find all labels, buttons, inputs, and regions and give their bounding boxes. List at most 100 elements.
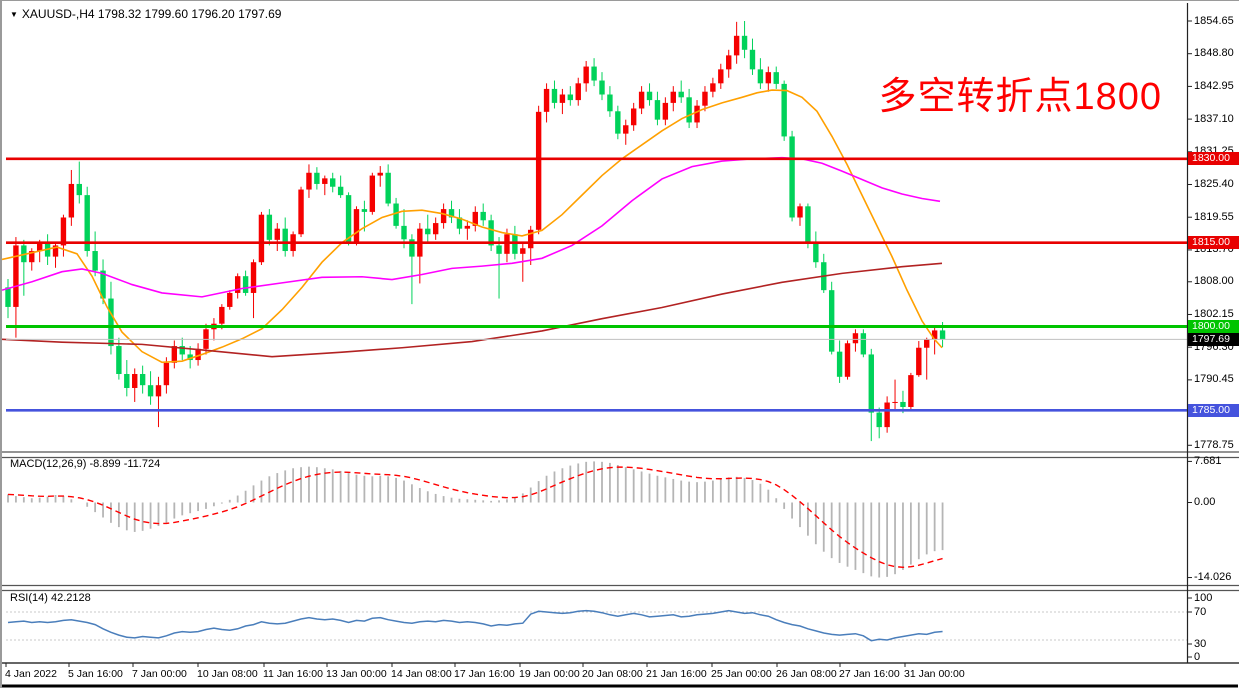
- candle-body: [139, 374, 146, 386]
- candle-body: [187, 354, 193, 361]
- candle-body: [480, 211, 486, 221]
- candle-body: [939, 330, 946, 340]
- candle-body: [250, 262, 257, 293]
- candle-body: [108, 298, 114, 347]
- candle-body: [765, 72, 772, 84]
- candle-body: [670, 91, 676, 103]
- candle-body: [543, 88, 550, 112]
- candle-body: [60, 217, 67, 246]
- candle-body: [369, 175, 376, 212]
- macd-signal-line: [7, 466, 943, 568]
- candle-body: [155, 385, 162, 397]
- candle-body: [591, 66, 597, 81]
- candle-body: [171, 346, 178, 363]
- candle-body: [488, 220, 494, 246]
- candle-body: [686, 97, 692, 123]
- candle-body: [266, 214, 273, 240]
- candle-body: [741, 35, 748, 50]
- candle-body: [298, 189, 304, 235]
- candle-body: [797, 206, 803, 218]
- candle-body: [710, 83, 716, 92]
- candle-body: [916, 347, 922, 376]
- candle-body: [456, 217, 463, 229]
- window-bottom-edge: [2, 684, 1238, 688]
- candle-body: [13, 245, 19, 307]
- candle-body: [884, 402, 890, 428]
- candle-body: [931, 330, 938, 340]
- candle-body: [528, 229, 534, 249]
- candle-body: [520, 248, 526, 254]
- candle-body: [749, 49, 756, 70]
- candle-body: [551, 88, 558, 103]
- candle-body: [116, 346, 122, 375]
- fast-ma-line: [2, 89, 943, 364]
- candle-body: [623, 125, 629, 134]
- candle-body: [29, 251, 35, 263]
- candle-body: [575, 83, 581, 101]
- candle-body: [805, 206, 811, 243]
- candle-body: [844, 343, 851, 377]
- candle-body: [163, 362, 170, 386]
- candle-body: [322, 178, 328, 184]
- candle-body: [836, 351, 843, 377]
- candle-body: [924, 339, 930, 348]
- candle-body: [504, 234, 510, 254]
- candle-body: [68, 183, 75, 218]
- moving-averages: [2, 89, 943, 364]
- candle-body: [702, 91, 708, 106]
- candle-body: [179, 346, 185, 355]
- candle-body: [860, 333, 867, 355]
- candle-body: [559, 94, 566, 103]
- frame: [2, 3, 1239, 688]
- macd-signal: [7, 466, 943, 568]
- candle-body: [92, 251, 98, 271]
- candle-body: [432, 223, 439, 235]
- candle-body: [828, 290, 835, 352]
- candle-body: [583, 66, 589, 84]
- candle-body: [147, 385, 154, 397]
- candle-body: [393, 203, 399, 226]
- candle-body: [773, 72, 779, 84]
- candle-body: [448, 209, 455, 218]
- candle-body: [694, 105, 700, 123]
- candle-body: [314, 172, 320, 184]
- candle-body: [330, 178, 336, 187]
- candle-body: [900, 401, 906, 407]
- candle-body: [76, 183, 82, 196]
- candle-body: [52, 245, 59, 257]
- candle-body: [630, 108, 637, 126]
- candle-body: [535, 111, 542, 230]
- candle-body: [464, 225, 471, 229]
- candle-body: [84, 195, 90, 252]
- candle-body: [813, 242, 819, 263]
- candle-body: [36, 242, 43, 252]
- candle-body: [353, 209, 360, 243]
- candle-body: [195, 348, 201, 361]
- candle-body: [124, 374, 130, 388]
- macd-histogram: [7, 461, 944, 578]
- candle-body: [599, 80, 605, 95]
- candle-body: [876, 412, 882, 428]
- candle-body: [789, 136, 795, 218]
- candle-body: [662, 102, 669, 120]
- candle-body: [282, 228, 288, 252]
- rsi-pane-lines: [6, 609, 1187, 642]
- candle-body: [472, 211, 478, 226]
- candle-body: [425, 228, 431, 235]
- candle-body: [234, 276, 241, 293]
- candle-body: [345, 195, 352, 243]
- candle-body: [781, 83, 787, 137]
- candle-body: [638, 91, 645, 109]
- candle-body: [219, 306, 225, 324]
- candle-body: [733, 35, 740, 56]
- candle-body: [258, 214, 265, 263]
- candle-body: [274, 228, 280, 240]
- candle-body: [227, 292, 233, 307]
- candle-body: [868, 354, 874, 413]
- candle-body: [678, 91, 684, 98]
- candle-body: [337, 186, 344, 196]
- slow-ma-line: [2, 262, 943, 358]
- candle-body: [409, 239, 415, 257]
